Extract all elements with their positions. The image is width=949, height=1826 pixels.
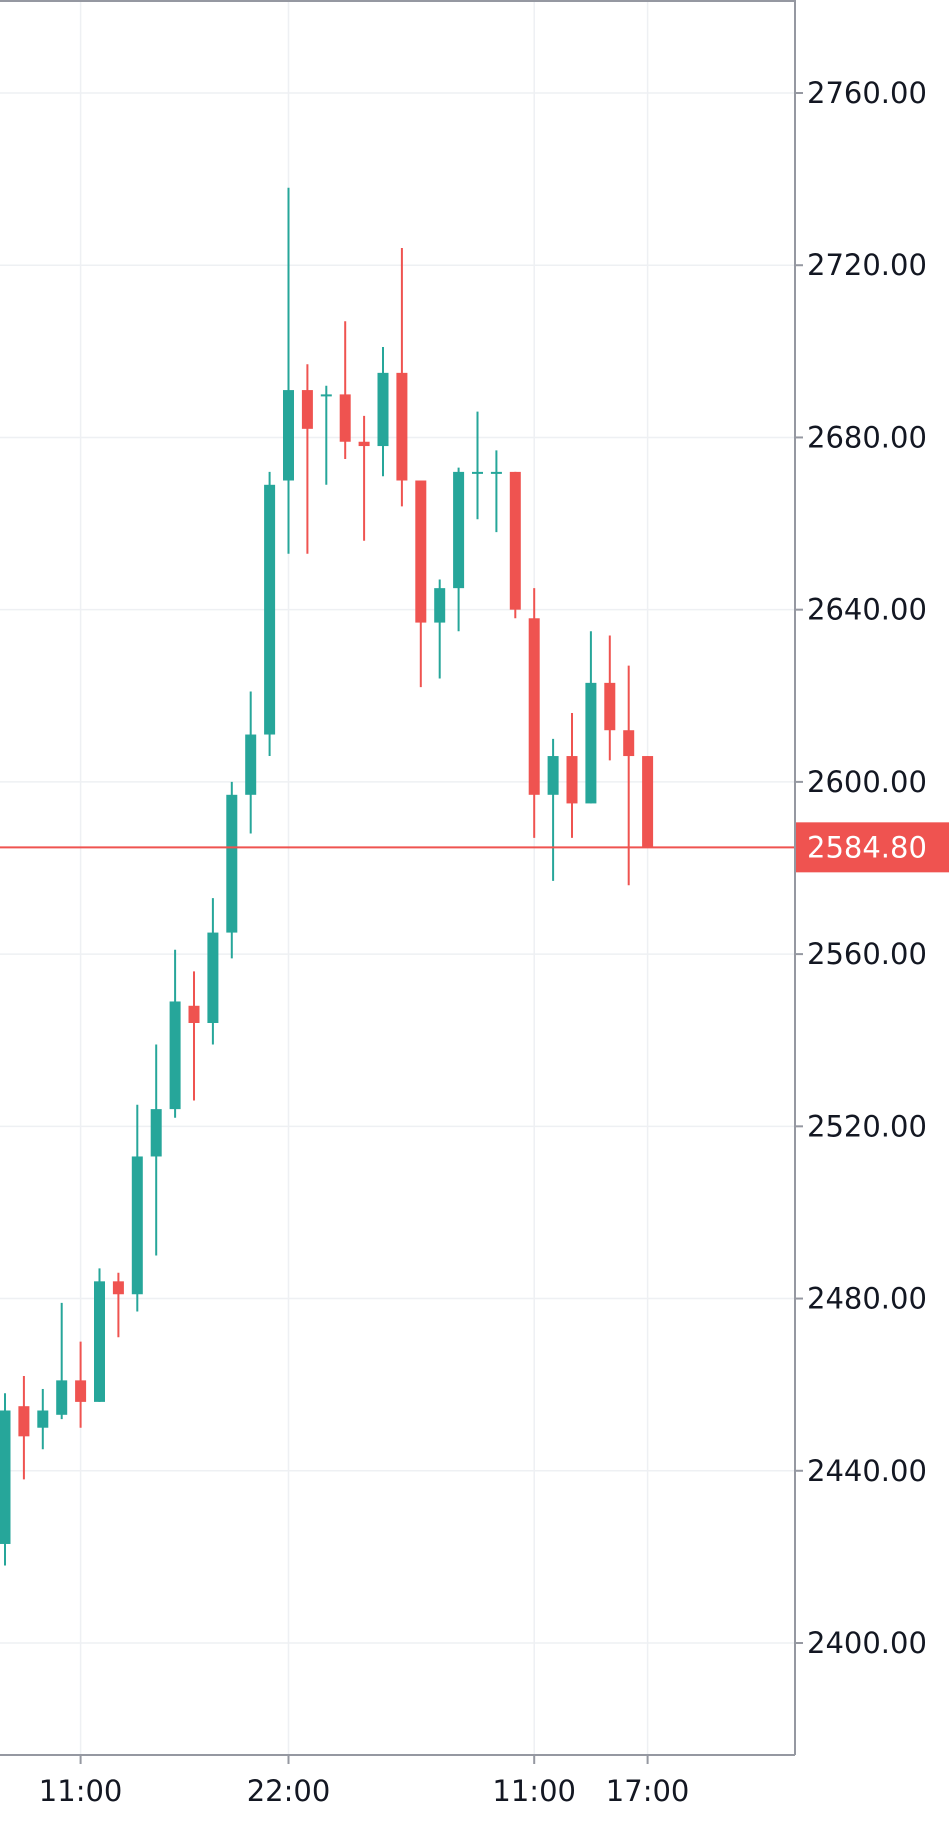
- y-tick-label: 2560.00: [807, 937, 927, 971]
- candle-body: [226, 794, 238, 933]
- y-tick-label: 2520.00: [807, 1109, 927, 1143]
- candle-down[interactable]: [75, 1341, 87, 1428]
- y-tick-label: 2680.00: [807, 420, 927, 454]
- candle-body: [585, 682, 597, 804]
- candle-body: [623, 730, 635, 757]
- candle-body: [75, 1380, 87, 1402]
- candle-up[interactable]: [264, 471, 276, 757]
- candle-body: [377, 372, 389, 447]
- last-price-badge: [795, 822, 949, 873]
- candle-up[interactable]: [131, 1104, 143, 1312]
- candle-up[interactable]: [150, 1044, 162, 1256]
- candle-down[interactable]: [112, 1272, 124, 1338]
- candle-up[interactable]: [547, 738, 559, 881]
- candle-up[interactable]: [453, 467, 465, 632]
- candle-up[interactable]: [472, 411, 483, 520]
- last-price-label: 2584.80: [807, 830, 927, 864]
- candle-body: [320, 394, 332, 397]
- candle-body: [188, 1005, 200, 1023]
- x-tick-label: 22:00: [247, 1774, 331, 1808]
- y-tick-label: 2400.00: [807, 1626, 927, 1660]
- candle-up[interactable]: [169, 949, 181, 1118]
- candle-up[interactable]: [94, 1268, 105, 1402]
- candle-body: [94, 1281, 105, 1402]
- y-tick-label: 2720.00: [807, 248, 927, 282]
- x-tick-label: 17:00: [606, 1774, 690, 1808]
- candle-down[interactable]: [18, 1376, 30, 1480]
- candle-up[interactable]: [320, 385, 332, 485]
- y-tick-label: 2440.00: [807, 1454, 927, 1488]
- candle-body: [509, 471, 521, 610]
- candle-body: [169, 1001, 181, 1110]
- candle-body: [245, 734, 257, 795]
- candle-body: [18, 1406, 30, 1437]
- candle-down[interactable]: [566, 713, 578, 838]
- candle-up[interactable]: [283, 187, 294, 554]
- candle-body: [112, 1281, 124, 1295]
- candle-up[interactable]: [490, 450, 502, 533]
- candle-body: [434, 588, 446, 623]
- candle-down[interactable]: [415, 480, 427, 688]
- candle-body: [566, 756, 578, 804]
- candle-up[interactable]: [56, 1302, 68, 1420]
- candle-up[interactable]: [434, 579, 446, 679]
- candle-up[interactable]: [0, 1393, 11, 1566]
- candle-up[interactable]: [585, 631, 597, 804]
- candle-body: [547, 756, 559, 795]
- candle-body: [339, 394, 351, 442]
- candle-up[interactable]: [207, 898, 219, 1045]
- y-tick-label: 2600.00: [807, 765, 927, 799]
- candle-body: [604, 682, 616, 731]
- candle-down[interactable]: [301, 364, 313, 554]
- y-tick-label: 2480.00: [807, 1282, 927, 1316]
- candle-down[interactable]: [623, 665, 635, 886]
- candle-body: [0, 1410, 11, 1544]
- candle-down[interactable]: [358, 415, 370, 541]
- candle-body: [490, 471, 502, 474]
- candle-up[interactable]: [245, 691, 257, 834]
- candle-down[interactable]: [604, 635, 616, 761]
- candle-body: [264, 484, 276, 735]
- candle-body: [453, 471, 465, 589]
- x-tick-label: 11:00: [39, 1774, 123, 1808]
- candle-up[interactable]: [37, 1388, 49, 1450]
- candle-down[interactable]: [509, 471, 521, 619]
- candle-body: [301, 390, 313, 429]
- grid-lines: [0, 0, 795, 1755]
- candle-body: [528, 618, 540, 795]
- last-price-line-group: 2584.80: [0, 822, 949, 873]
- y-tick-label: 2760.00: [807, 76, 927, 110]
- candle-body: [56, 1380, 68, 1415]
- candle-body: [642, 756, 654, 848]
- axes: 2400.00 2440.00 2480.00 2520.00 2560.00 2600.…: [0, 0, 927, 1808]
- candle-body: [472, 471, 483, 474]
- candle-down[interactable]: [396, 248, 408, 507]
- candles: [0, 187, 654, 1566]
- candle-down[interactable]: [642, 756, 654, 848]
- candle-body: [415, 480, 427, 623]
- candle-up[interactable]: [226, 781, 238, 959]
- candle-body: [131, 1156, 143, 1295]
- candle-body: [396, 372, 408, 481]
- x-tick-label: 11:00: [492, 1774, 576, 1808]
- y-tick-label: 2640.00: [807, 593, 927, 627]
- candle-body: [358, 441, 370, 447]
- candle-body: [37, 1410, 49, 1428]
- candle-down[interactable]: [528, 588, 540, 838]
- candle-down[interactable]: [188, 971, 200, 1101]
- candle-body: [283, 390, 294, 481]
- candle-down[interactable]: [339, 321, 351, 459]
- candle-body: [150, 1109, 162, 1157]
- candle-body: [207, 932, 219, 1023]
- candle-up[interactable]: [377, 347, 389, 477]
